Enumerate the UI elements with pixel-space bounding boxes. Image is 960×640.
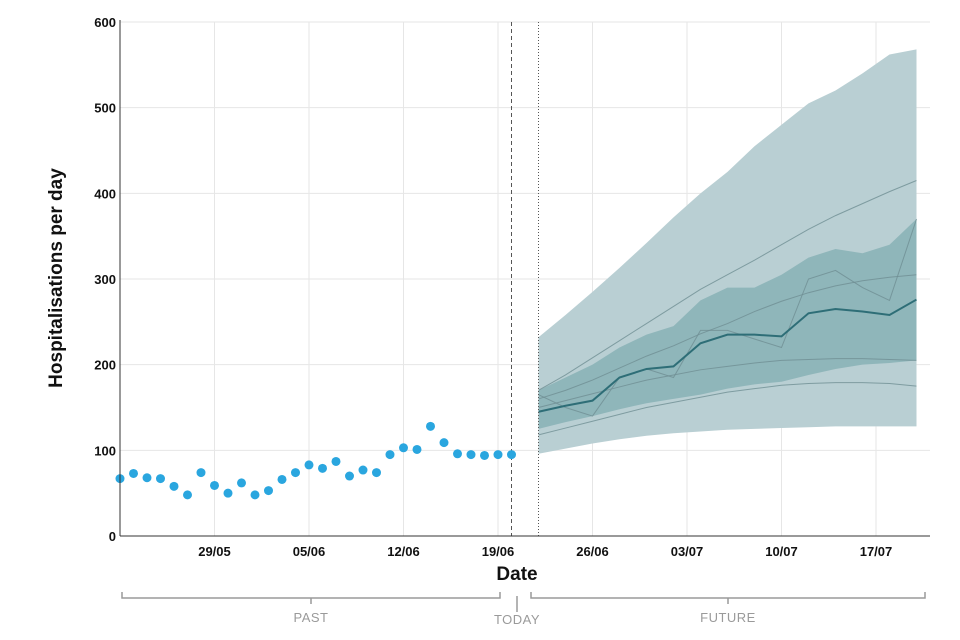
- observed-point: [250, 490, 260, 500]
- x-tick-label: 19/06: [482, 544, 515, 559]
- forecast-median-line: [538, 298, 917, 413]
- forecast-median-group: [538, 298, 917, 413]
- observed-point: [439, 438, 449, 448]
- tick-labels: 0 100 200 300 400 500 600 29/05 05/06 12/06 19/06 2…: [94, 15, 892, 559]
- y-tick-label: 200: [94, 358, 116, 373]
- observed-point: [372, 468, 381, 478]
- past-label: PAST: [294, 610, 329, 625]
- observed-point: [318, 463, 327, 473]
- observed-point: [480, 450, 489, 460]
- future-label: FUTURE: [700, 610, 756, 625]
- observed-point: [142, 473, 152, 483]
- x-tick-label: 29/05: [198, 544, 231, 559]
- observed-points: [115, 421, 516, 500]
- y-tick-label: 500: [94, 101, 116, 116]
- y-tick-label: 100: [94, 443, 116, 458]
- observed-point: [237, 478, 246, 488]
- scenario-lines: [538, 180, 917, 436]
- observed-point: [385, 450, 395, 460]
- x-tick-label: 26/06: [576, 544, 609, 559]
- x-tick-label: 10/07: [765, 544, 798, 559]
- observed-point: [345, 471, 354, 481]
- y-tick-label: 600: [94, 15, 116, 30]
- observed-point: [210, 480, 219, 490]
- x-tick-label: 12/06: [387, 544, 420, 559]
- y-tick-label: 400: [94, 186, 116, 201]
- observed-point: [466, 450, 476, 460]
- x-tick-label: 17/07: [860, 544, 893, 559]
- x-axis-title: Date: [496, 564, 537, 585]
- y-tick-label: 0: [109, 529, 116, 544]
- observed-point: [453, 449, 462, 459]
- scenario-line: [538, 382, 917, 436]
- observed-point: [304, 460, 314, 470]
- today-label: TODAY: [494, 612, 540, 627]
- x-tick-label: 05/06: [293, 544, 326, 559]
- observed-point: [264, 486, 273, 496]
- scenario-line: [538, 180, 917, 391]
- observed-point: [412, 444, 422, 454]
- observed-point: [426, 421, 435, 431]
- scenario-line: [538, 218, 917, 417]
- observed-point: [183, 490, 192, 500]
- past-bracket: [121, 592, 501, 604]
- observed-point: [156, 474, 165, 484]
- observed-point: [196, 468, 206, 478]
- observed-point: [358, 465, 368, 475]
- y-tick-label: 300: [94, 272, 116, 287]
- observed-point: [223, 488, 233, 498]
- y-axis-title: Hospitalisations per day: [46, 168, 67, 388]
- future-bracket: [530, 592, 926, 604]
- observed-point: [169, 481, 179, 491]
- axes: [119, 20, 930, 537]
- scenario-line: [538, 358, 917, 408]
- timeline-sections: PAST TODAY FUTURE: [121, 592, 926, 627]
- x-tick-label: 03/07: [671, 544, 704, 559]
- observed-point: [493, 450, 503, 460]
- observed-point: [129, 468, 138, 478]
- observed-point: [331, 456, 341, 466]
- observed-point: [507, 450, 516, 460]
- observed-point: [277, 474, 287, 484]
- observed-point: [291, 468, 300, 478]
- observed-point: [399, 443, 408, 453]
